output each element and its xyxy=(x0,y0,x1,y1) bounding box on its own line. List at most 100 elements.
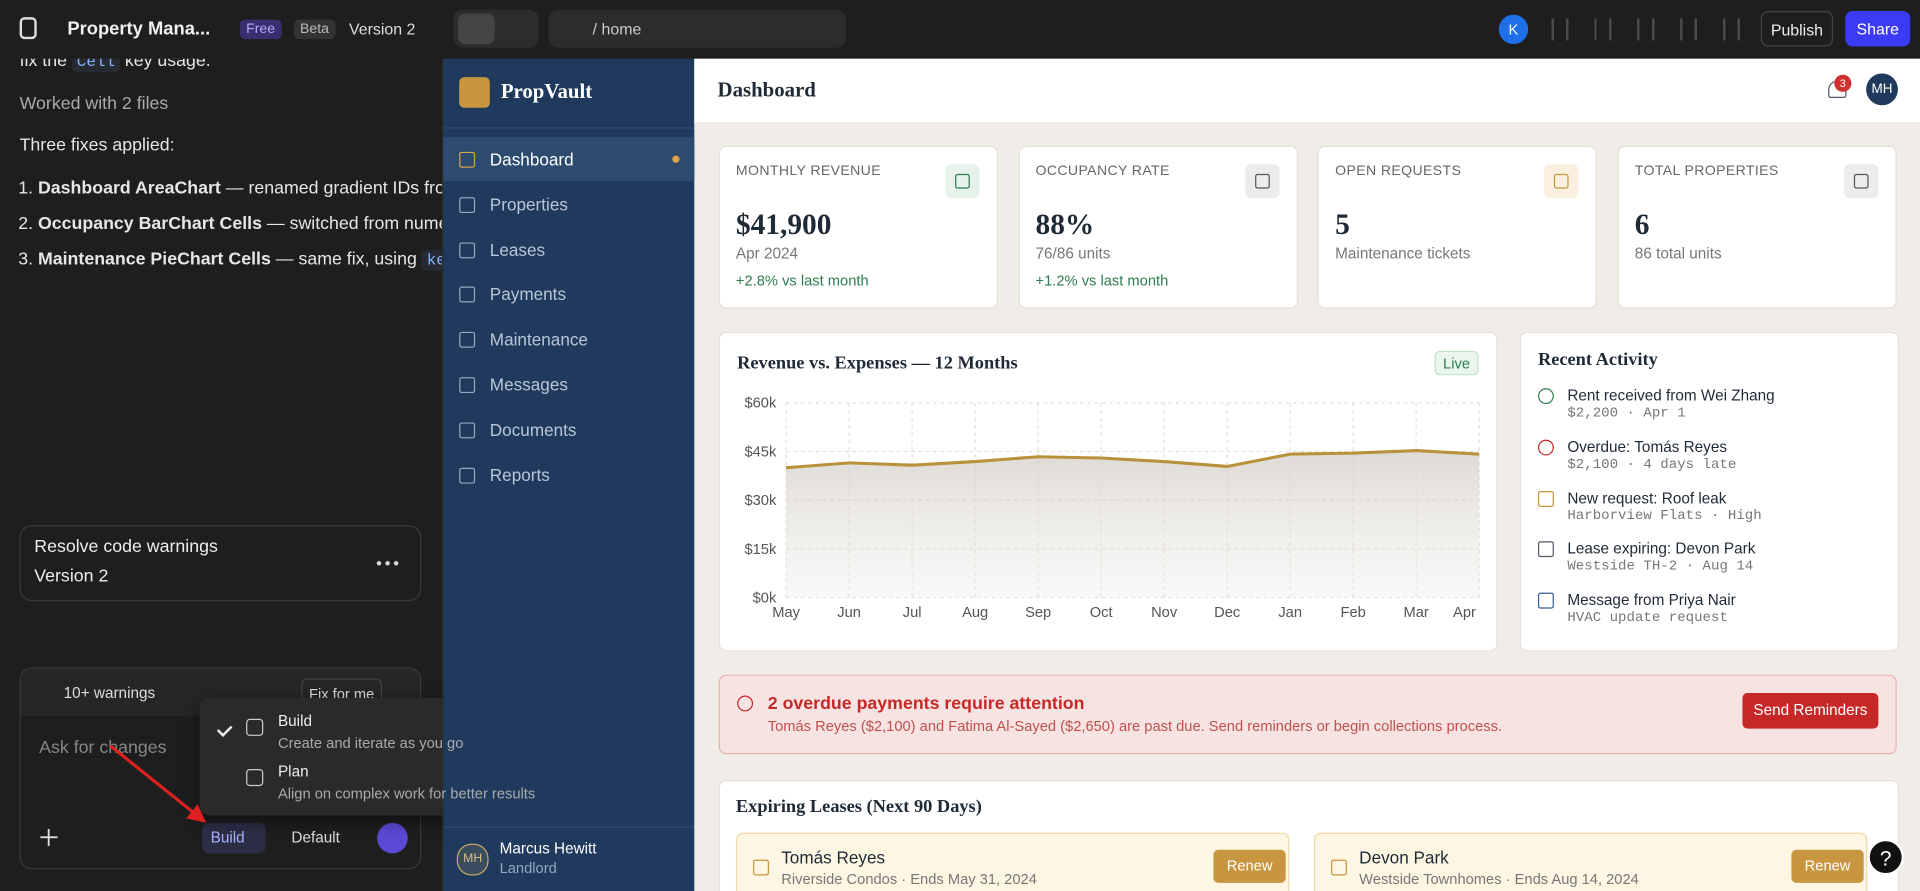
nav-icon xyxy=(459,287,476,303)
share-button[interactable]: Share xyxy=(1845,11,1911,47)
version-label: Version 2 xyxy=(34,566,109,587)
stat-change: +1.2% vs last month xyxy=(1035,271,1169,289)
preview-button[interactable] xyxy=(457,13,495,45)
nav-item[interactable]: Properties xyxy=(489,194,568,215)
fix-item: Maintenance PieChart Cells — same fix, u… xyxy=(38,247,443,273)
activity-title: Message from Priya Nair xyxy=(1567,591,1736,609)
mic-button[interactable] xyxy=(377,822,408,854)
nav-item[interactable]: Messages xyxy=(489,374,568,395)
help-button[interactable]: ? xyxy=(1867,838,1905,876)
nav-item[interactable]: Reports xyxy=(489,464,550,485)
stat-label: MONTHLY REVENUE xyxy=(735,164,881,179)
renew-button[interactable]: Renew xyxy=(1791,849,1864,883)
activity-detail: Harborview Flats · High xyxy=(1567,507,1762,524)
text: fix the xyxy=(19,58,72,72)
reminder-button[interactable]: Send Reminders xyxy=(1742,693,1879,729)
app-sidebar xyxy=(443,58,695,891)
nav-item[interactable]: Dashboard xyxy=(489,149,574,169)
page-header xyxy=(694,58,1920,124)
live-badge xyxy=(1434,350,1479,376)
logo[interactable] xyxy=(19,17,37,40)
stat-icon-mark xyxy=(1254,173,1270,189)
activity-icon xyxy=(1537,490,1554,507)
stat-sub: Maintenance tickets xyxy=(1335,244,1471,263)
area-fill xyxy=(786,450,1480,598)
x-tick-label: Aug xyxy=(962,605,988,621)
stat-change: +2.8% vs last month xyxy=(735,271,869,289)
nav-item[interactable]: Maintenance xyxy=(489,329,588,350)
nav-item[interactable]: Leases xyxy=(489,239,546,260)
y-tick-label: $15k xyxy=(744,542,777,558)
stat-sub: Apr 2024 xyxy=(735,244,799,263)
y-tick-label: $0k xyxy=(753,590,777,606)
lease-icon xyxy=(753,859,769,876)
live-label: Live xyxy=(1443,357,1470,373)
code: key={\ xyxy=(421,249,443,271)
activity-title: Recent Activity xyxy=(1537,350,1658,370)
mode-select[interactable]: Build xyxy=(202,822,266,854)
worked-files[interactable]: Worked with 2 files xyxy=(19,94,169,114)
project-name[interactable]: Property Mana... xyxy=(67,18,211,40)
menu-title[interactable]: Plan xyxy=(277,762,309,781)
x-tick-label: Feb xyxy=(1341,605,1366,621)
user-avatar: MH xyxy=(456,843,489,876)
activity-detail: $2,100 · 4 days late xyxy=(1567,456,1737,473)
sidebar-divider xyxy=(443,127,695,129)
add-button[interactable] xyxy=(40,828,58,847)
warnings-label: 10+ warnings xyxy=(63,684,156,702)
menu-icon xyxy=(246,718,264,736)
activity-icon xyxy=(1537,592,1554,609)
address-bar xyxy=(548,9,847,48)
stat-value: 88% xyxy=(1035,209,1095,242)
text: — switched from numeric index key ( xyxy=(266,214,442,234)
chart: Revenue vs. Expenses — 12 Months Live $0k $… xyxy=(737,350,1480,621)
x-tick-label: May xyxy=(772,605,800,621)
menu-title[interactable]: Build xyxy=(277,712,312,730)
code: Cell xyxy=(71,58,120,73)
fix-item: Occupancy BarChart Cells — switched from… xyxy=(38,212,442,238)
y-tick-label: $60k xyxy=(744,396,777,412)
stat-icon xyxy=(1244,164,1280,199)
stat-label: TOTAL PROPERTIES xyxy=(1634,164,1779,179)
header-avatar[interactable]: MH xyxy=(1866,73,1898,106)
stat-icon xyxy=(1844,164,1879,199)
x-tick-label: Dec xyxy=(1214,605,1240,621)
stat-icon-mark xyxy=(1853,173,1869,189)
alert-text: Tomás Reyes ($2,100) and Fatima Al-Sayed… xyxy=(767,717,1503,735)
renew-button[interactable]: Renew xyxy=(1213,849,1286,883)
fix-item: Dashboard AreaChart — renamed gradient I… xyxy=(38,176,442,202)
brand-name: PropVault xyxy=(500,79,593,103)
stat-label: OCCUPANCY RATE xyxy=(1035,164,1170,179)
lease-name: Devon Park xyxy=(1359,847,1449,867)
y-tick-label: $30k xyxy=(744,493,777,509)
intro-line: fix the Cell key usage. xyxy=(19,58,424,75)
version-select[interactable]: Version 2 xyxy=(348,19,416,38)
version-card[interactable] xyxy=(19,525,422,602)
text: — same fix, using xyxy=(270,249,422,270)
stat-icon xyxy=(945,164,980,199)
activity-icon xyxy=(1537,439,1554,456)
nav-active xyxy=(443,137,695,182)
lease-icon xyxy=(1331,859,1347,876)
y-tick-label: $45k xyxy=(744,444,777,460)
nav-item[interactable]: Documents xyxy=(489,419,577,440)
publish-button[interactable]: Publish xyxy=(1760,11,1834,47)
nav-icon xyxy=(459,467,476,484)
input-placeholder[interactable]: Ask for changes xyxy=(39,738,167,758)
leases-title: Expiring Leases (Next 90 Days) xyxy=(735,797,982,817)
lease-row xyxy=(735,832,1290,891)
model-select[interactable]: Default xyxy=(291,828,340,847)
activity-title: Lease expiring: Devon Park xyxy=(1567,540,1756,558)
more-button[interactable] xyxy=(374,560,400,566)
activity-card xyxy=(1519,331,1900,652)
user-avatar[interactable]: K xyxy=(1498,14,1529,45)
alert-icon xyxy=(737,695,754,712)
activity-detail: $2,200 · Apr 1 xyxy=(1567,405,1686,422)
nav-item[interactable]: Payments xyxy=(489,284,567,305)
activity-detail: Westside TH-2 · Aug 14 xyxy=(1567,558,1754,575)
path: / home xyxy=(592,19,642,38)
plan-badge: Free xyxy=(240,19,282,40)
